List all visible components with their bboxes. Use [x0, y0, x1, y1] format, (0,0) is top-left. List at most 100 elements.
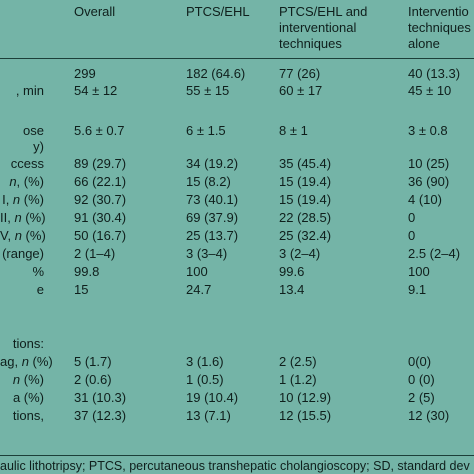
- row-label: tions,: [12, 408, 44, 423]
- ptcs-ehl-cell: 15 (8.2): [186, 174, 231, 189]
- ptcs-ehl-interventional-cell: 8 ± 1: [279, 123, 308, 138]
- ptcs-ehl-interventional-cell: 10 (12.9): [279, 390, 332, 405]
- header-line: techniques: [408, 20, 471, 35]
- ptcs-ehl-cell: 19 (10.4): [186, 390, 239, 405]
- ptcs-ehl-interventional-cell: 1 (1.2): [279, 372, 317, 387]
- interventional-alone-cell: 12 (30): [408, 408, 450, 423]
- table-row: [0, 310, 474, 326]
- interventional-alone-cell: 36 (90): [408, 174, 450, 189]
- interventional-alone-cell: 9.1: [408, 282, 427, 297]
- table-row: e 15 24.7 13.4 9.1: [0, 282, 474, 298]
- header-ptcs-ehl: PTCS/EHL: [186, 4, 250, 19]
- row-label: ccess: [10, 156, 44, 171]
- row-label: ag, n (%): [0, 354, 53, 369]
- overall-cell: 50 (16.7): [74, 228, 127, 243]
- ptcs-ehl-cell: 1 (0.5): [186, 372, 224, 387]
- ptcs-ehl-interventional-cell: 15 (19.4): [279, 174, 332, 189]
- ptcs-ehl-interventional-cell: 99.6: [279, 264, 305, 279]
- interventional-alone-cell: 100: [408, 264, 430, 279]
- ptcs-ehl-interventional-cell: 77 (26): [279, 66, 321, 81]
- ptcs-ehl-interventional-cell: 2 (2.5): [279, 354, 317, 369]
- overall-cell: 15: [74, 282, 89, 297]
- overall-cell: 5 (1.7): [74, 354, 112, 369]
- overall-cell: 91 (30.4): [74, 210, 127, 225]
- row-label: , min: [15, 83, 44, 98]
- overall-cell: 66 (22.1): [74, 174, 127, 189]
- row-label: V, n (%): [0, 228, 46, 243]
- bottom-rule: [0, 455, 474, 456]
- italic-n: n: [12, 372, 21, 387]
- italic-n: n: [21, 354, 29, 369]
- table-row: V, n (%) 50 (16.7) 25 (13.7) 25 (32.4) 0: [0, 228, 474, 244]
- table-row: 299 182 (64.6) 77 (26) 40 (13.3): [0, 66, 474, 82]
- table-row: a (%) 31 (10.3) 19 (10.4) 10 (12.9) 2 (5): [0, 390, 474, 406]
- table-row: n (%) 2 (0.6) 1 (0.5) 1 (1.2) 0 (0): [0, 372, 474, 388]
- ptcs-ehl-cell: 13 (7.1): [186, 408, 231, 423]
- table-row: I, n (%) 92 (30.7) 73 (40.1) 15 (19.4) 4 (10…: [0, 192, 474, 208]
- overall-cell: 299: [74, 66, 96, 81]
- row-label: n (%): [12, 372, 44, 387]
- italic-n: n: [14, 210, 22, 225]
- table-row: n, (%) 66 (22.1) 15 (8.2) 15 (19.4) 36 (90): [0, 174, 474, 190]
- row-label: I, n (%): [2, 192, 44, 207]
- table-row: ccess 89 (29.7) 34 (19.2) 35 (45.4) 10 (25): [0, 156, 474, 172]
- header-line: alone: [408, 36, 440, 51]
- ptcs-ehl-interventional-cell: 12 (15.5): [279, 408, 332, 423]
- interventional-alone-cell: 2.5 (2–4): [408, 246, 461, 261]
- ptcs-ehl-cell: 73 (40.1): [186, 192, 239, 207]
- overall-cell: 5.6 ± 0.7: [74, 123, 125, 138]
- overall-cell: 2 (1–4): [74, 246, 116, 261]
- header-interventional-alone: Interventio techniques alone: [408, 4, 471, 52]
- header-ptcs-ehl-interventional: PTCS/EHL and interventional techniques: [279, 4, 367, 52]
- overall-cell: 99.8: [74, 264, 100, 279]
- table-row: % 99.8 100 99.6 100: [0, 264, 474, 280]
- header-line: Interventio: [408, 4, 469, 19]
- overall-cell: 89 (29.7): [74, 156, 127, 171]
- header-overall: Overall: [74, 4, 116, 19]
- ptcs-ehl-cell: 100: [186, 264, 208, 279]
- interventional-alone-cell: 2 (5): [408, 390, 435, 405]
- overall-cell: 54 ± 12: [74, 83, 118, 98]
- ptcs-ehl-cell: 55 ± 15: [186, 83, 230, 98]
- overall-cell: 92 (30.7): [74, 192, 127, 207]
- row-label: e: [36, 282, 44, 297]
- row-label: tions:: [12, 336, 44, 351]
- interventional-alone-cell: 10 (25): [408, 156, 450, 171]
- ptcs-ehl-cell: 6 ± 1.5: [186, 123, 226, 138]
- interventional-alone-cell: 0 (0): [408, 372, 435, 387]
- header-line: PTCS/EHL and: [279, 4, 368, 19]
- ptcs-ehl-cell: 34 (19.2): [186, 156, 239, 171]
- table-row: tions:: [0, 336, 474, 352]
- header-line: interventional: [279, 20, 357, 35]
- row-label: %: [32, 264, 44, 279]
- ptcs-ehl-interventional-cell: 22 (28.5): [279, 210, 332, 225]
- table-row: tions, 37 (12.3) 13 (7.1) 12 (15.5) 12 (30): [0, 408, 474, 424]
- row-label: II, n (%): [0, 210, 46, 225]
- table-row: y): [0, 139, 474, 155]
- overall-cell: 37 (12.3): [74, 408, 127, 423]
- italic-n: n: [9, 174, 17, 189]
- table-header: Overall PTCS/EHL PTCS/EHL and interventi…: [0, 0, 474, 58]
- italic-n: n: [14, 228, 22, 243]
- table-footnote: aulic lithotripsy; PTCS, percutaneous tr…: [0, 459, 470, 473]
- table-row: (range) 2 (1–4) 3 (3–4) 3 (2–4) 2.5 (2–4): [0, 246, 474, 262]
- overall-cell: 31 (10.3): [74, 390, 127, 405]
- row-label: (range): [2, 246, 44, 261]
- ptcs-ehl-cell: 3 (1.6): [186, 354, 224, 369]
- ptcs-ehl-cell: 3 (3–4): [186, 246, 228, 261]
- ptcs-ehl-cell: 182 (64.6): [186, 66, 246, 81]
- header-line: techniques: [279, 36, 342, 51]
- ptcs-ehl-cell: 69 (37.9): [186, 210, 239, 225]
- ptcs-ehl-interventional-cell: 13.4: [279, 282, 305, 297]
- ptcs-ehl-cell: 24.7: [186, 282, 212, 297]
- header-rule: [0, 58, 474, 59]
- table-row: , min 54 ± 12 55 ± 15 60 ± 17 45 ± 10: [0, 83, 474, 99]
- row-label: a (%): [12, 390, 44, 405]
- ptcs-ehl-cell: 25 (13.7): [186, 228, 239, 243]
- table-row: ag, n (%) 5 (1.7) 3 (1.6) 2 (2.5) 0(0): [0, 354, 474, 370]
- ptcs-ehl-interventional-cell: 60 ± 17: [279, 83, 323, 98]
- table-row: ose 5.6 ± 0.7 6 ± 1.5 8 ± 1 3 ± 0.8: [0, 123, 474, 139]
- interventional-alone-cell: 0(0): [408, 354, 432, 369]
- ptcs-ehl-interventional-cell: 3 (2–4): [279, 246, 321, 261]
- italic-n: n: [12, 192, 21, 207]
